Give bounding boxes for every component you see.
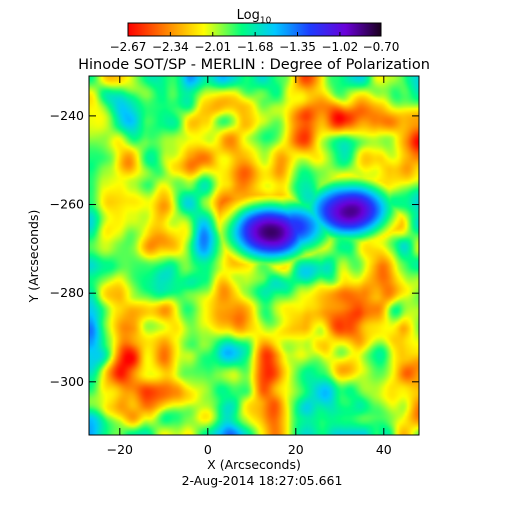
colorbar-label: Log10 [237,8,272,26]
plot-frame [88,75,420,436]
y-tick-label: −300 [50,374,84,389]
x-axis-label: X (Arcseconds) [207,457,301,472]
timestamp: 2-Aug-2014 18:27:05.661 [182,473,343,488]
colorbar-tick-label: −1.68 [237,40,274,54]
x-tick-label: 40 [376,442,392,457]
y-axis-label: Y (Arcseconds) [26,210,41,304]
colorbar-tick-label: −2.67 [110,40,147,54]
colorbar-tick-label: −1.02 [322,40,359,54]
chart-title: Hinode SOT/SP - MERLIN : Degree of Polar… [78,57,430,73]
x-tick-label: 0 [204,442,212,457]
y-tick-label: −280 [50,285,84,300]
colorbar-tick-label: −1.35 [279,40,316,54]
colorbar-tick-label: −2.34 [152,40,189,54]
y-tick-label: −260 [50,197,84,212]
colorbar [127,22,382,37]
colorbar-ticks: −2.67 −2.34 −2.01 −1.68 −1.35 −1.02 −0.70 [110,32,400,54]
y-tick-label: −240 [50,108,84,123]
axis-ticks: −20 0 20 40 −240 −260 −280 −300 [50,76,419,457]
colorbar-tick-label: −2.01 [194,40,231,54]
x-tick-label: 20 [288,442,304,457]
colorbar-tick-label: −0.70 [363,40,400,54]
x-tick-label: −20 [107,442,133,457]
polarization-map [89,76,419,435]
